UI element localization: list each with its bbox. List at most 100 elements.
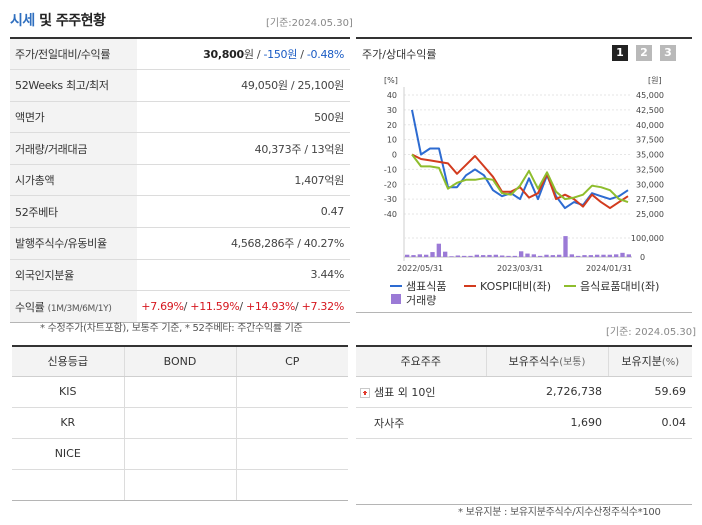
series-line [411,153,629,210]
info-row: 발행주식수/유동비율 4,568,286주 / 40.27% [10,227,350,260]
volume-bar [430,252,435,257]
quote-info-table: 주가/전일대비/수익률 30,800원 / -150원 / -0.48% 52W… [10,37,350,323]
expand-plus-icon[interactable] [360,387,370,398]
column-header: 신용등급 [12,346,124,377]
info-row: 액면가 500원 [10,101,350,134]
legend-swatch [391,294,401,304]
volume-bar [544,254,549,257]
volume-bar [531,254,536,257]
legend-label: KOSPI대비(좌) [480,280,551,293]
table-header-row: 주요주주 보유주식수(보통) 보유지분(%) [356,346,692,377]
volume-bar [519,251,524,257]
price-unit: 원 [243,48,254,62]
volume-bar [563,236,568,257]
bond-rating [123,438,236,470]
volume-bar [595,254,600,257]
volume-bar [411,255,416,257]
left-tick-label: 20 [387,121,397,130]
left-tick-label: 0 [392,151,397,160]
volume-bar [493,254,498,257]
separator: / [253,48,264,62]
info-key: 52Weeks 최고/최저 [10,69,137,102]
info-value: 1,407억원 [137,164,350,197]
major-shareholders-table: 주요주주 보유주식수(보통) 보유지분(%) 샘표 외 10인 2,726,73… [356,345,692,505]
shares-held: 1,690 [486,407,608,439]
separator: / [239,300,246,314]
left-tick-label: -30 [384,195,397,204]
empty-cell [608,438,692,505]
column-header: 보유지분(%) [607,346,692,377]
left-tick-label: -10 [384,165,397,174]
right-unit-label: [원] [648,76,662,85]
left-tick-label: 40 [387,91,397,100]
series-line [411,153,629,204]
info-key: 발행주식수/유동비율 [10,227,137,260]
volume-bar [424,254,429,257]
info-row: 52Weeks 최고/최저 49,050원 / 25,100원 [10,69,350,102]
volume-bar [525,253,530,257]
volume-bar [576,255,581,257]
info-key-sub: (1M/3M/6M/1Y) [47,303,112,314]
left-tick-label: 30 [387,106,397,115]
volume-bar [443,251,448,257]
price-change-rate: -0.48% [306,48,344,62]
holding-pct: 0.04 [608,407,692,439]
x-tick-label: 2024/01/31 [586,264,632,273]
volume-bar [626,254,631,257]
shareholder-name-cell: 샘표 외 10인 [356,376,486,408]
page-title-rest: 및 주주현황 [34,13,106,29]
info-value: 4,568,286주 / 40.27% [137,227,350,260]
volume-bar [601,254,606,257]
table-row [12,469,348,501]
chart-panel: 주가/상대수익률 1 2 3 40 45,000 30 42,500 20 40,000 1… [356,37,692,313]
volume-bar [550,255,555,257]
shares-held: 2,726,738 [486,376,608,408]
right-tick-label: 42,500 [636,106,664,115]
info-row: 수익률 (1M/3M/6M/1Y) +7.69%/ +11.59%/ +14.9… [10,290,350,323]
base-date-secondary: [기준: 2024.05.30] [606,327,697,338]
table-row: 샘표 외 10인 2,726,738 59.69 [356,376,692,408]
volume-bar [538,255,543,257]
info-key: 시가총액 [10,164,137,197]
info-row: 외국인지분율 3.44% [10,259,350,292]
page-title-highlight: 시세 [10,13,35,29]
left-tick-label: -20 [384,180,397,189]
table-row-empty [356,438,692,505]
column-header: BOND [123,346,236,377]
x-tick-label: 2022/05/31 [397,264,443,273]
chart-tab-1[interactable]: 1 [612,45,628,61]
info-value: +7.69%/ +11.59%/ +14.93%/ +7.32% [137,290,350,323]
left-unit-label: [%] [384,76,398,85]
cp-rating [235,407,348,439]
info-key: 주가/전일대비/수익률 [10,38,137,71]
rating-agency: KR [12,407,124,439]
right-tick-label: 32,500 [636,165,664,174]
column-header: 주요주주 [356,346,486,377]
info-value: 0.47 [137,195,350,229]
volume-bar [405,254,410,257]
bond-rating [123,469,236,501]
volume-bar [614,254,619,257]
chart-tab-3[interactable]: 3 [660,45,676,61]
column-header-label: 보유지분 [621,355,662,369]
empty-cell [486,438,608,505]
footnote-basis: * 수정주가(차트포함), 보통주 기준, * 52주베타: 주간수익률 기준 [40,323,303,334]
info-value: 40,373주 / 13억원 [137,132,350,165]
shareholder-name: 샘표 외 10인 [374,385,436,399]
price-change: -150원 [263,48,298,62]
rating-agency: NICE [12,438,124,470]
right-tick-label: 35,000 [636,151,664,160]
x-tick-label: 2023/03/31 [497,264,543,273]
volume-zero-label: 0 [640,253,645,262]
column-header: 보유주식수(보통) [485,346,608,377]
legend-label: 샘표식품 [406,280,446,293]
volume-bar [474,254,479,257]
column-header-label: 보유주식수 [508,355,560,369]
rating-agency: KIS [12,376,124,408]
info-key: 액면가 [10,101,137,134]
chart-tab-2[interactable]: 2 [636,45,652,61]
cp-rating [235,438,348,470]
left-tick-label: -40 [384,210,397,219]
volume-bar [569,254,574,257]
legend-label: 음식료품대비(좌) [580,280,659,293]
